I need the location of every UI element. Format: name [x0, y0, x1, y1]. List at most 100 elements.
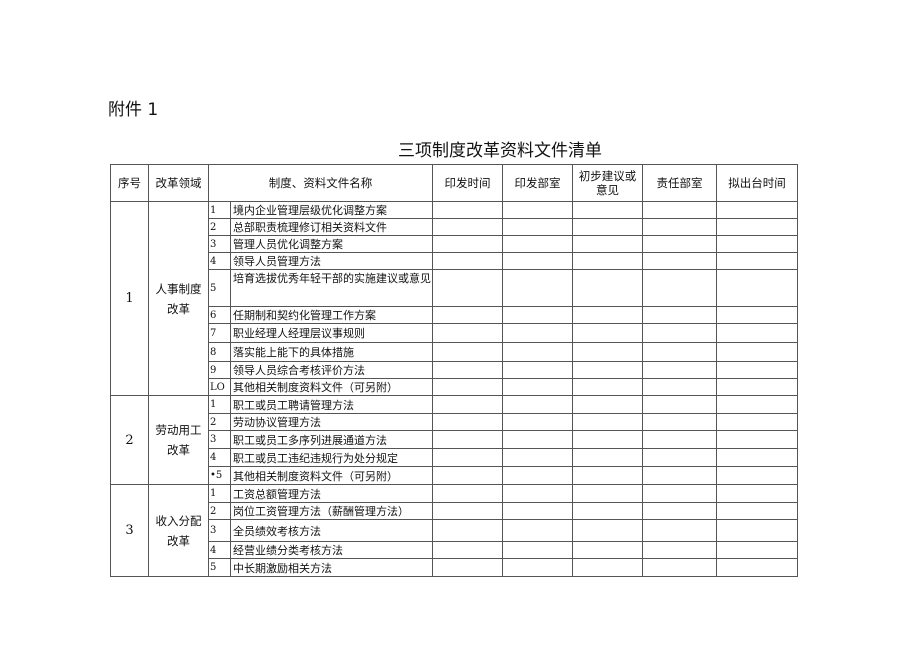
resp-dept-cell[interactable] — [642, 502, 717, 520]
issue-date-cell[interactable] — [432, 269, 503, 307]
issue-dept-cell[interactable] — [502, 413, 573, 431]
suggestion-cell[interactable] — [572, 448, 643, 467]
release-time-cell[interactable] — [716, 413, 798, 431]
release-time-cell[interactable] — [716, 218, 798, 236]
issue-dept-cell[interactable] — [502, 342, 573, 362]
issue-dept-cell[interactable] — [502, 395, 573, 414]
suggestion-cell[interactable] — [572, 361, 643, 379]
issue-dept-cell[interactable] — [502, 558, 573, 577]
release-time-cell[interactable] — [716, 306, 798, 324]
issue-date-cell[interactable] — [432, 252, 503, 270]
suggestion-cell[interactable] — [572, 395, 643, 414]
issue-date-cell[interactable] — [432, 448, 503, 467]
resp-dept-cell[interactable] — [642, 269, 717, 307]
issue-date-cell[interactable] — [432, 466, 503, 485]
suggestion-cell[interactable] — [572, 413, 643, 431]
release-time-cell[interactable] — [716, 323, 798, 343]
resp-dept-cell[interactable] — [642, 413, 717, 431]
release-time-cell[interactable] — [716, 484, 798, 503]
resp-dept-cell[interactable] — [642, 558, 717, 577]
suggestion-cell[interactable] — [572, 519, 643, 542]
suggestion-cell[interactable] — [572, 466, 643, 485]
resp-dept-cell[interactable] — [642, 306, 717, 324]
issue-dept-cell[interactable] — [502, 466, 573, 485]
resp-dept-cell[interactable] — [642, 201, 717, 219]
issue-date-cell[interactable] — [432, 413, 503, 431]
issue-date-cell[interactable] — [432, 323, 503, 343]
resp-dept-cell[interactable] — [642, 323, 717, 343]
issue-dept-cell[interactable] — [502, 235, 573, 253]
issue-date-cell[interactable] — [432, 519, 503, 542]
resp-dept-cell[interactable] — [642, 395, 717, 414]
resp-dept-cell[interactable] — [642, 519, 717, 542]
suggestion-cell[interactable] — [572, 484, 643, 503]
issue-date-cell[interactable] — [432, 342, 503, 362]
issue-dept-cell[interactable] — [502, 361, 573, 379]
issue-date-cell[interactable] — [432, 484, 503, 503]
issue-date-cell[interactable] — [432, 201, 503, 219]
resp-dept-cell[interactable] — [642, 541, 717, 559]
resp-dept-cell[interactable] — [642, 484, 717, 503]
suggestion-cell[interactable] — [572, 378, 643, 396]
suggestion-cell[interactable] — [572, 558, 643, 577]
suggestion-cell[interactable] — [572, 235, 643, 253]
issue-dept-cell[interactable] — [502, 541, 573, 559]
resp-dept-cell[interactable] — [642, 361, 717, 379]
resp-dept-cell[interactable] — [642, 378, 717, 396]
suggestion-cell[interactable] — [572, 502, 643, 520]
release-time-cell[interactable] — [716, 378, 798, 396]
issue-dept-cell[interactable] — [502, 269, 573, 307]
issue-date-cell[interactable] — [432, 218, 503, 236]
issue-dept-cell[interactable] — [502, 252, 573, 270]
suggestion-cell[interactable] — [572, 201, 643, 219]
release-time-cell[interactable] — [716, 558, 798, 577]
suggestion-cell[interactable] — [572, 541, 643, 559]
issue-dept-cell[interactable] — [502, 218, 573, 236]
issue-date-cell[interactable] — [432, 430, 503, 449]
release-time-cell[interactable] — [716, 430, 798, 449]
issue-dept-cell[interactable] — [502, 306, 573, 324]
issue-dept-cell[interactable] — [502, 484, 573, 503]
release-time-cell[interactable] — [716, 342, 798, 362]
resp-dept-cell[interactable] — [642, 235, 717, 253]
release-time-cell[interactable] — [716, 201, 798, 219]
issue-date-cell[interactable] — [432, 378, 503, 396]
resp-dept-cell[interactable] — [642, 218, 717, 236]
issue-dept-cell[interactable] — [502, 519, 573, 542]
suggestion-cell[interactable] — [572, 323, 643, 343]
suggestion-cell[interactable] — [572, 252, 643, 270]
release-time-cell[interactable] — [716, 519, 798, 542]
suggestion-cell[interactable] — [572, 342, 643, 362]
issue-dept-cell[interactable] — [502, 502, 573, 520]
release-time-cell[interactable] — [716, 269, 798, 307]
resp-dept-cell[interactable] — [642, 466, 717, 485]
suggestion-cell[interactable] — [572, 430, 643, 449]
issue-date-cell[interactable] — [432, 395, 503, 414]
resp-dept-cell[interactable] — [642, 448, 717, 467]
release-time-cell[interactable] — [716, 395, 798, 414]
issue-date-cell[interactable] — [432, 502, 503, 520]
issue-dept-cell[interactable] — [502, 201, 573, 219]
resp-dept-cell[interactable] — [642, 252, 717, 270]
release-time-cell[interactable] — [716, 502, 798, 520]
issue-date-cell[interactable] — [432, 306, 503, 324]
issue-date-cell[interactable] — [432, 235, 503, 253]
issue-date-cell[interactable] — [432, 361, 503, 379]
release-time-cell[interactable] — [716, 235, 798, 253]
release-time-cell[interactable] — [716, 448, 798, 467]
issue-dept-cell[interactable] — [502, 378, 573, 396]
resp-dept-cell[interactable] — [642, 342, 717, 362]
issue-dept-cell[interactable] — [502, 448, 573, 467]
issue-date-cell[interactable] — [432, 558, 503, 577]
release-time-cell[interactable] — [716, 252, 798, 270]
release-time-cell[interactable] — [716, 466, 798, 485]
suggestion-cell[interactable] — [572, 218, 643, 236]
suggestion-cell[interactable] — [572, 269, 643, 307]
release-time-cell[interactable] — [716, 541, 798, 559]
issue-dept-cell[interactable] — [502, 430, 573, 449]
resp-dept-cell[interactable] — [642, 430, 717, 449]
issue-date-cell[interactable] — [432, 541, 503, 559]
issue-dept-cell[interactable] — [502, 323, 573, 343]
release-time-cell[interactable] — [716, 361, 798, 379]
suggestion-cell[interactable] — [572, 306, 643, 324]
